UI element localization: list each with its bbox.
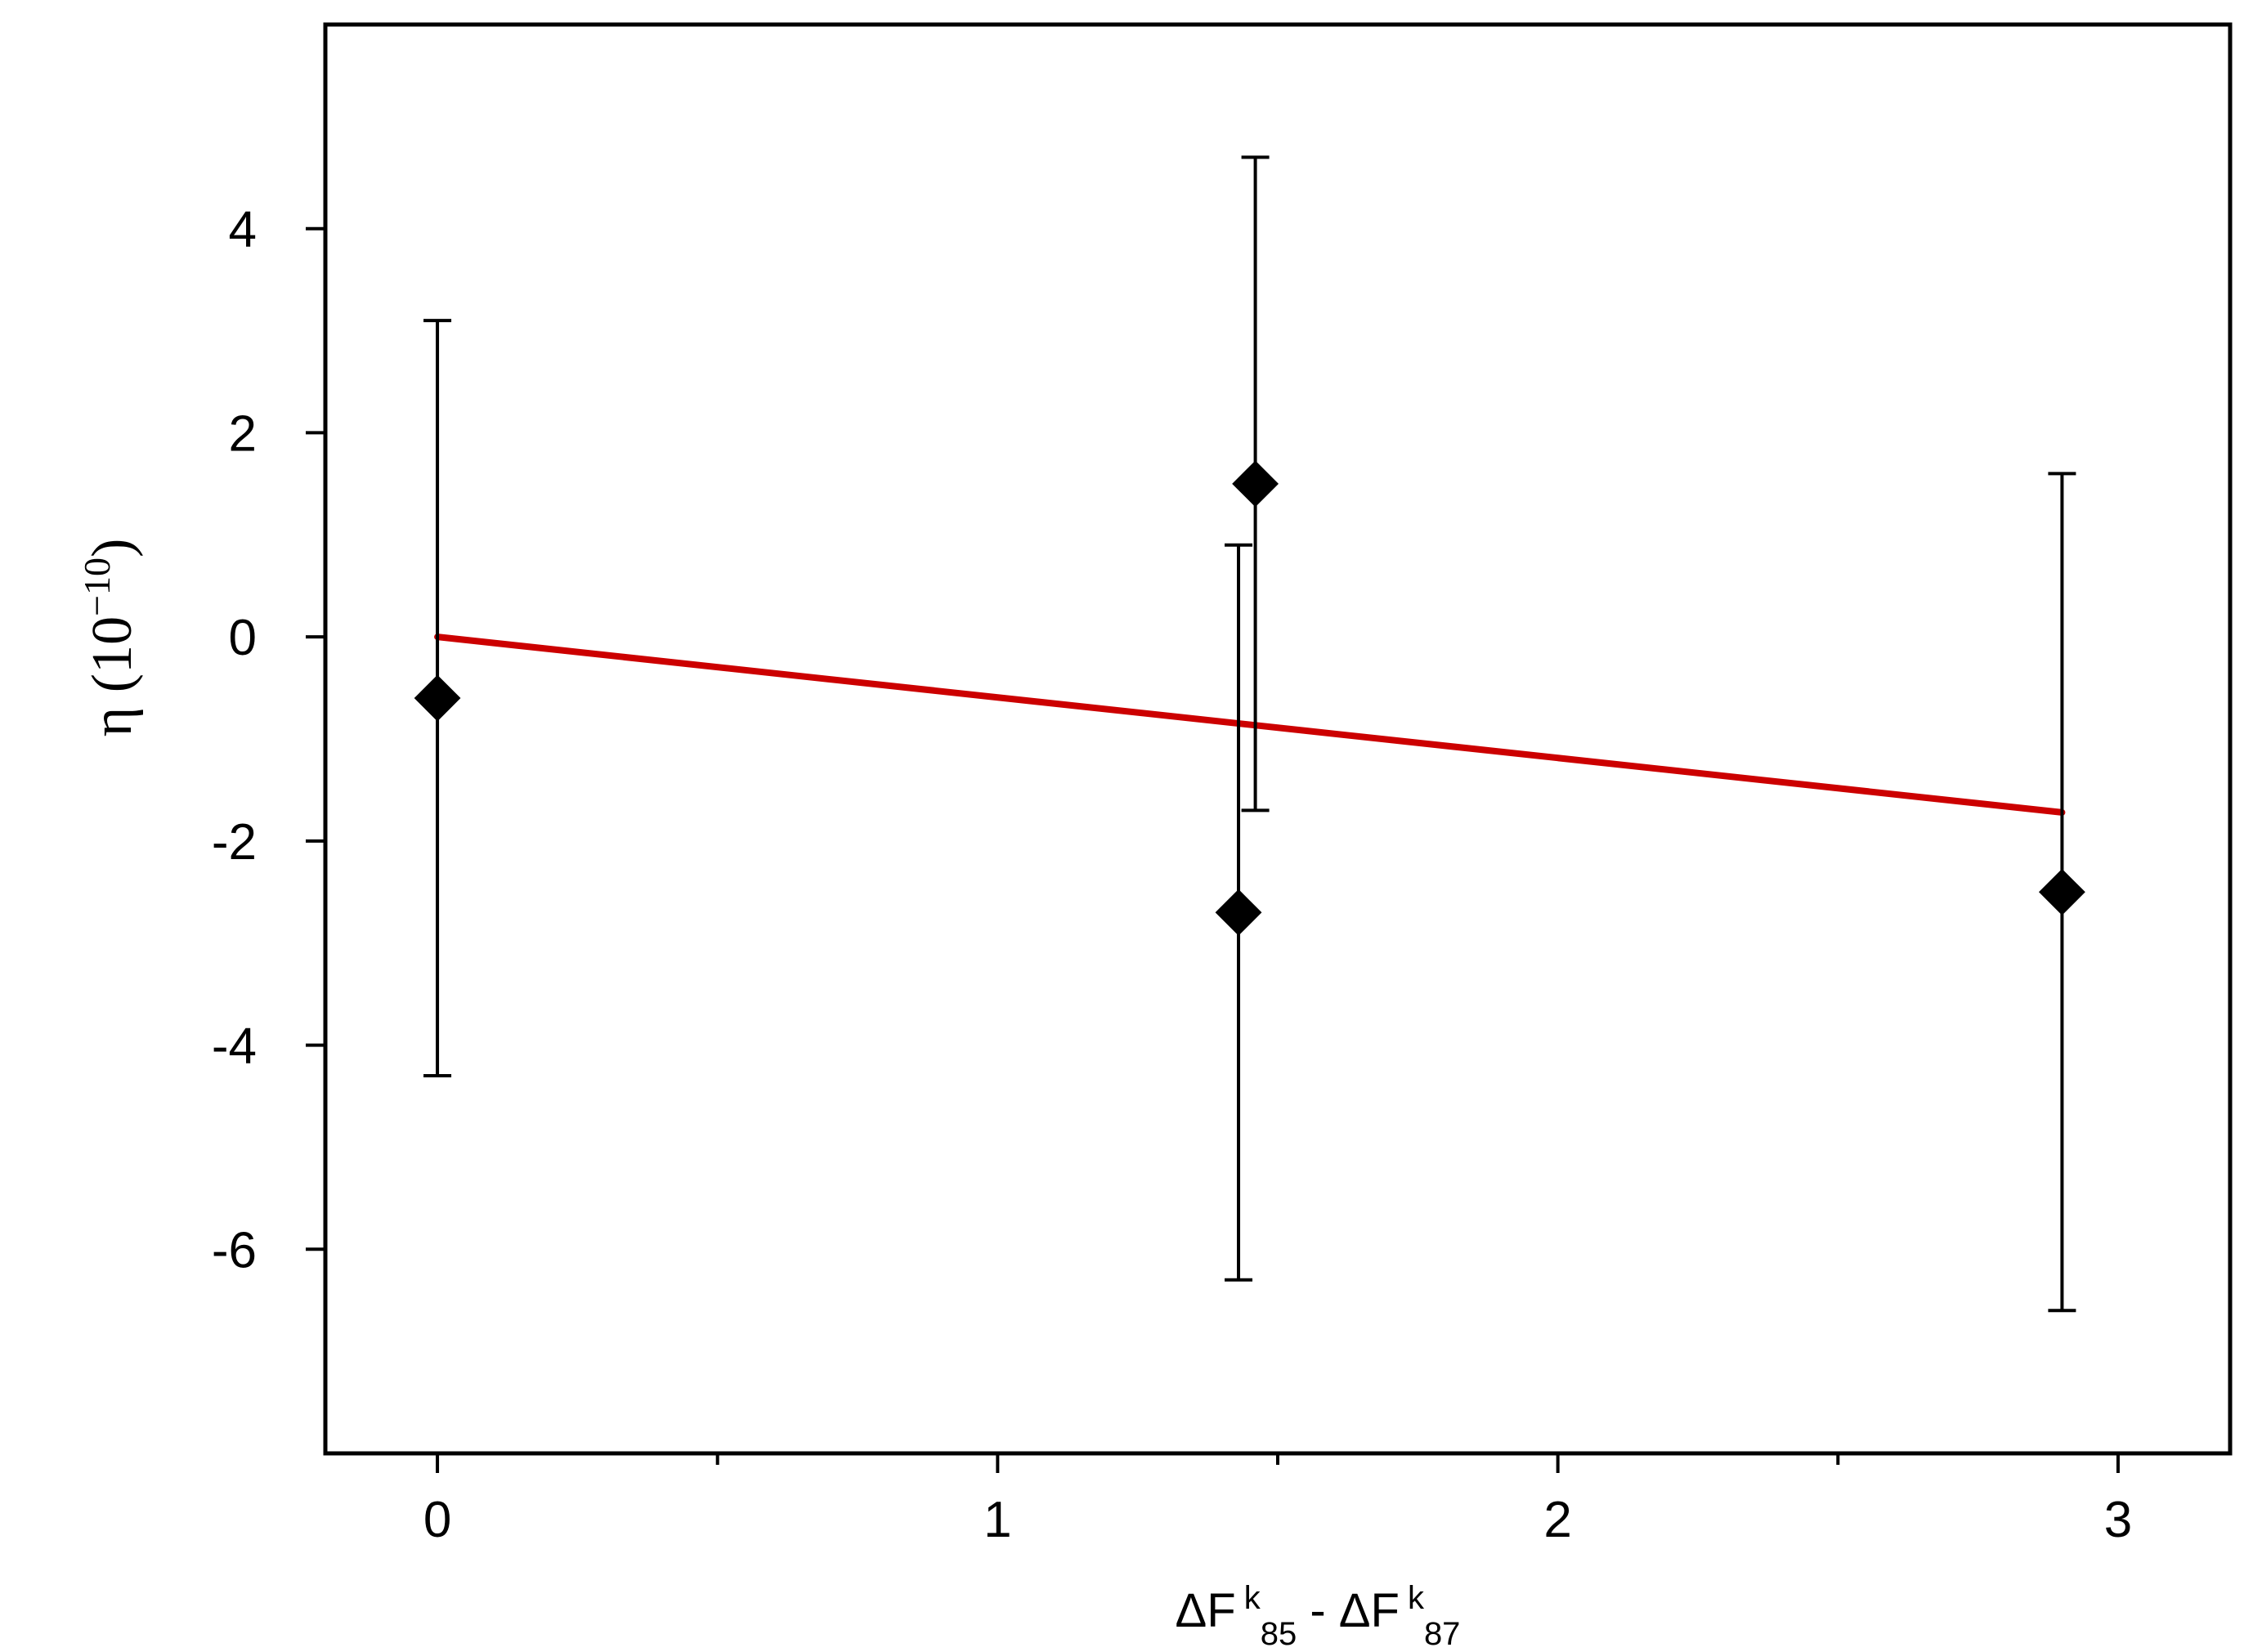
x-tick-label-6: 3 bbox=[2104, 1492, 2132, 1548]
data-point-3 bbox=[2038, 868, 2085, 916]
fit-line bbox=[434, 633, 2066, 816]
x-axis-label: ΔF k85 - ΔF k87 bbox=[1176, 1580, 1461, 1648]
y-tick-label-3: 0 bbox=[229, 610, 257, 666]
y-tick-label-4: 2 bbox=[229, 405, 257, 462]
y-tick-label-1: -4 bbox=[212, 1019, 257, 1075]
data-point-2 bbox=[1232, 460, 1279, 508]
x-tick-label-4: 2 bbox=[1543, 1492, 1571, 1548]
data-point-0 bbox=[414, 674, 461, 722]
y-tick-label-0: -6 bbox=[212, 1222, 257, 1278]
y-tick-label-5: 4 bbox=[229, 202, 257, 258]
data-point-1 bbox=[1215, 889, 1262, 936]
x-tick-label-0: 0 bbox=[423, 1492, 451, 1548]
y-tick-label-2: -2 bbox=[212, 814, 257, 871]
x-tick-label-2: 1 bbox=[983, 1492, 1011, 1548]
y-axis-label: η (10−10) bbox=[76, 539, 144, 737]
